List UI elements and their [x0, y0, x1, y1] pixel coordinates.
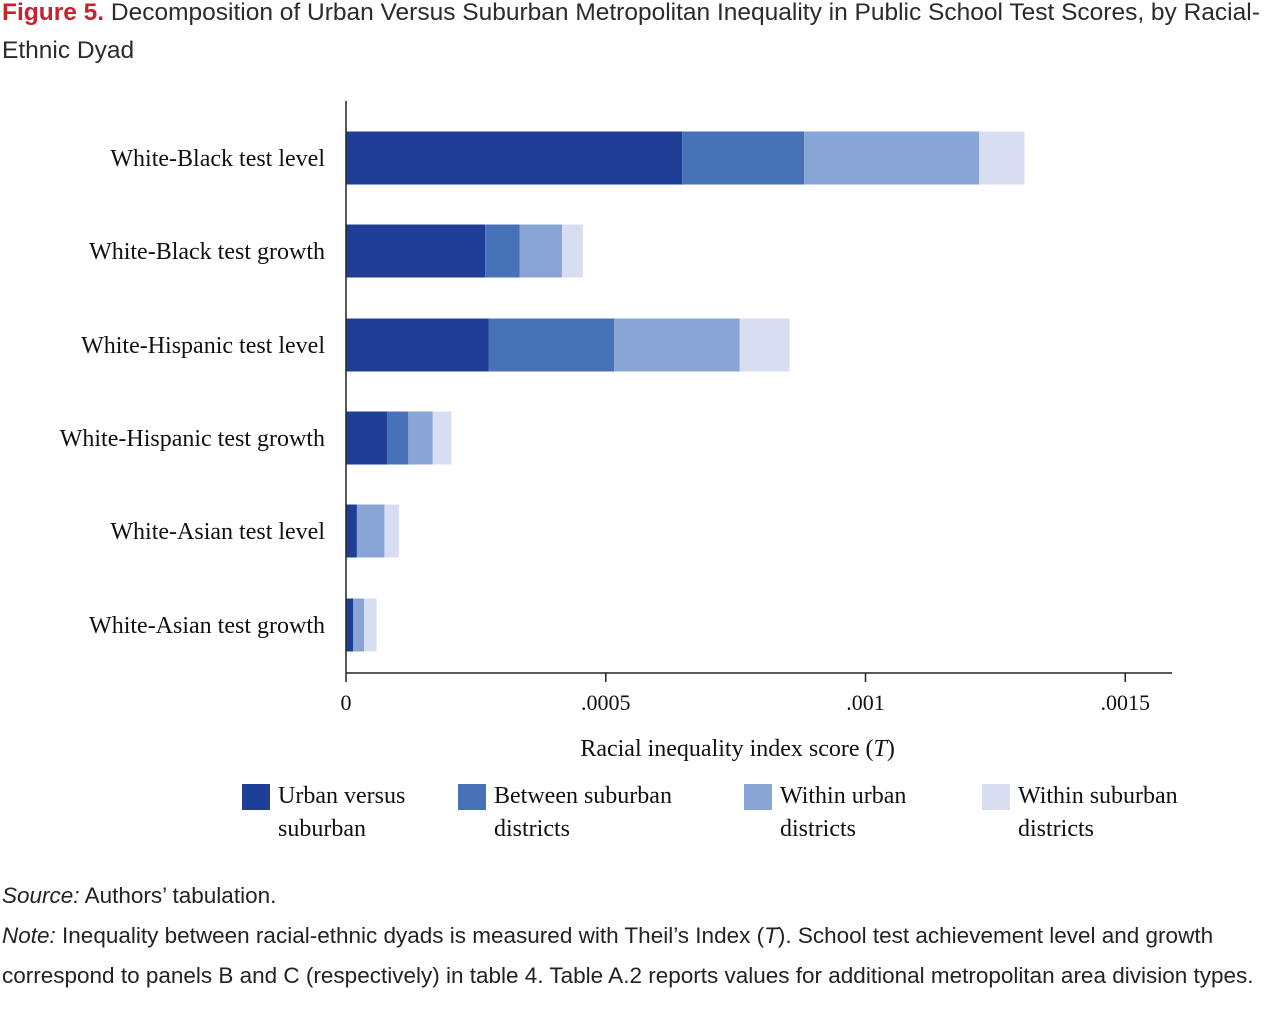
bar-white-black-test-growth-between-suburban-districts — [485, 224, 520, 278]
bar-white-black-test-level-between-suburban-districts — [682, 131, 805, 185]
axes — [345, 101, 1172, 674]
note-text-2: ). School test achievement level and gro… — [2, 923, 1254, 988]
legend-swatch-between-suburban — [458, 784, 486, 810]
legend-label-within-urban: Within urban districts — [780, 780, 982, 846]
bar-white-asian-test-growth-within-suburban-districts — [364, 598, 377, 652]
source-label: Source: — [2, 883, 80, 908]
legend-label-line: districts — [1018, 816, 1094, 842]
legend-label-line: districts — [494, 816, 570, 842]
category-label-white-black-test-level: White-Black test level — [110, 146, 325, 172]
legend-label-between-suburban: Between suburban districts — [494, 780, 744, 846]
figure-title-text: Decomposition of Urban Versus Suburban M… — [2, 0, 1260, 64]
stacked-bar-chart: White-Black test level White-Black test g… — [60, 101, 1172, 762]
x-axis-ticks: 0 .0005 .001 .0015 — [341, 673, 1150, 715]
category-label-white-hispanic-test-level: White-Hispanic test level — [81, 333, 325, 359]
x-tick-label: .001 — [846, 690, 885, 715]
legend-label-urban-vs-suburban: Urban versus suburban — [278, 780, 458, 846]
bar-white-black-test-level-urban-versus-suburban — [346, 131, 683, 185]
bar-white-hispanic-test-growth-within-suburban-districts — [432, 411, 452, 465]
chart-legend: Urban versus suburban Between suburban dis… — [242, 780, 1218, 846]
note-label: Note: — [2, 923, 56, 948]
source-note: Source: Authors’ tabulation. — [2, 876, 1280, 916]
legend-label-line: districts — [780, 816, 856, 842]
figure-number: Figure 5. — [2, 0, 105, 26]
figure-notes: Source: Authors’ tabulation. Note: Inequ… — [2, 876, 1280, 996]
legend-label-line: Within suburban — [1018, 783, 1178, 809]
bar-white-asian-test-growth-within-urban-districts — [353, 598, 365, 652]
legend-swatch-within-suburban — [982, 784, 1010, 810]
bar-white-hispanic-test-level-urban-versus-suburban — [346, 318, 489, 372]
bar-white-hispanic-test-level-within-suburban-districts — [739, 318, 790, 372]
legend-label-line: Between suburban — [494, 783, 672, 809]
bar-white-asian-test-level-within-urban-districts — [356, 504, 385, 558]
legend-item-between-suburban: Between suburban districts — [458, 780, 744, 846]
legend-label-line: Within urban — [780, 783, 907, 809]
source-text: Authors’ tabulation. — [84, 883, 277, 908]
note-text-1: Inequality between racial-ethnic dyads i… — [62, 923, 765, 948]
note-paragraph: Note: Inequality between racial-ethnic d… — [2, 916, 1280, 996]
category-label-white-asian-test-level: White-Asian test level — [110, 519, 325, 545]
bar-white-asian-test-level-urban-versus-suburban — [346, 504, 357, 558]
figure-title: Figure 5. Decomposition of Urban Versus … — [2, 0, 1272, 70]
bar-white-black-test-growth-urban-versus-suburban — [346, 224, 486, 278]
category-label-white-hispanic-test-growth: White-Hispanic test growth — [60, 426, 325, 452]
legend-swatch-within-urban — [744, 784, 772, 810]
bar-white-hispanic-test-growth-urban-versus-suburban — [346, 411, 388, 465]
bar-white-black-test-growth-within-urban-districts — [519, 224, 563, 278]
bar-white-hispanic-test-growth-between-suburban-districts — [387, 411, 409, 465]
bar-white-hispanic-test-level-within-urban-districts — [614, 318, 740, 372]
legend-item-within-urban: Within urban districts — [744, 780, 982, 846]
legend-item-within-suburban: Within suburban districts — [982, 780, 1218, 846]
x-tick-label: 0 — [341, 690, 352, 715]
bar-white-black-test-growth-within-suburban-districts — [562, 224, 583, 278]
x-tick-label: .0005 — [581, 690, 631, 715]
bar-white-hispanic-test-growth-within-urban-districts — [408, 411, 433, 465]
bar-white-hispanic-test-level-between-suburban-districts — [488, 318, 615, 372]
category-labels: White-Black test level White-Black test g… — [60, 146, 326, 639]
bar-white-black-test-level-within-suburban-districts — [979, 131, 1025, 185]
bar-white-black-test-level-within-urban-districts — [804, 131, 980, 185]
x-axis-title-text: Racial inequality index score — [580, 736, 859, 762]
bars — [346, 131, 1025, 652]
legend-label-line: suburban — [278, 816, 366, 842]
x-axis-title-symbol: T — [874, 736, 889, 762]
note-symbol: T — [764, 923, 778, 948]
x-axis-title: Racial inequality index score (T) — [580, 736, 895, 762]
legend-item-urban-vs-suburban: Urban versus suburban — [242, 780, 458, 846]
category-label-white-black-test-growth: White-Black test growth — [89, 239, 325, 265]
legend-swatch-urban-vs-suburban — [242, 784, 270, 810]
x-tick-label: .0015 — [1100, 690, 1150, 715]
bar-white-asian-test-growth-urban-versus-suburban — [346, 598, 354, 652]
category-label-white-asian-test-growth: White-Asian test growth — [89, 613, 325, 639]
legend-label-within-suburban: Within suburban districts — [1018, 780, 1218, 846]
legend-label-line: Urban versus — [278, 783, 406, 809]
bar-white-asian-test-level-within-suburban-districts — [384, 504, 399, 558]
